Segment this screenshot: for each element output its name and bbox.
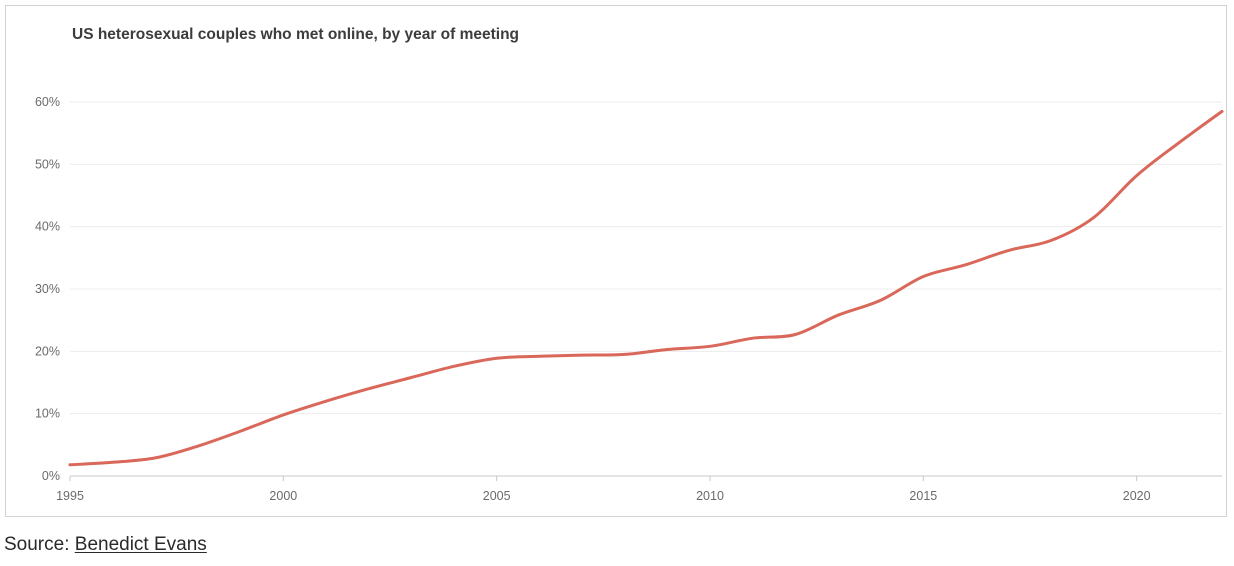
x-tick-label: 2005: [483, 489, 511, 503]
y-tick-label: 60%: [35, 95, 60, 109]
data-point-2001: [323, 398, 329, 404]
y-tick-label: 50%: [35, 157, 60, 171]
x-tick-label: 1995: [56, 489, 84, 503]
data-point-2004: [451, 363, 457, 369]
data-point-2006: [536, 353, 542, 359]
data-point-1998: [195, 443, 201, 449]
data-point-2009: [664, 347, 670, 353]
data-point-2005: [494, 355, 500, 361]
x-tick-label: 2000: [269, 489, 297, 503]
y-tick-label: 40%: [35, 220, 60, 234]
data-point-2019: [1091, 214, 1097, 220]
y-tick-label: 10%: [35, 407, 60, 421]
x-tick-label: 2015: [909, 489, 937, 503]
data-point-2010: [707, 343, 713, 349]
x-tick-label: 2010: [696, 489, 724, 503]
x-tick-label: 2020: [1123, 489, 1151, 503]
data-point-2013: [835, 312, 841, 318]
y-tick-label: 0%: [42, 469, 60, 483]
data-point-2008: [622, 351, 628, 357]
data-point-2011: [750, 335, 756, 341]
chart-title: US heterosexual couples who met online, …: [72, 26, 519, 43]
data-point-2020: [1134, 173, 1140, 179]
series-group: [67, 108, 1225, 468]
gridlines: [70, 101, 1222, 415]
x-axis-ticks: 1995 2000 2005 2010 2015 2020: [56, 476, 1151, 503]
data-point-2003: [408, 375, 414, 381]
y-tick-label: 20%: [35, 344, 60, 358]
chart-container: US heterosexual couples who met online, …: [5, 5, 1227, 517]
source-prefix: Source:: [4, 534, 75, 555]
data-point-2000: [280, 412, 286, 418]
series-line-0: [68, 109, 1224, 467]
data-point-2018: [1048, 237, 1054, 243]
y-tick-label: 30%: [35, 282, 60, 296]
source-caption: Source: Benedict Evans: [4, 534, 207, 556]
data-point-1997: [152, 455, 158, 461]
data-point-2022: [1219, 108, 1225, 114]
data-point-2017: [1006, 247, 1012, 253]
line-chart: US heterosexual couples who met online, …: [35, 26, 1225, 503]
source-link[interactable]: Benedict Evans: [74, 534, 207, 555]
data-point-2016: [963, 262, 969, 268]
data-point-2014: [878, 297, 884, 303]
data-point-2002: [366, 386, 372, 392]
data-point-1995: [67, 462, 73, 468]
data-point-2015: [920, 274, 926, 280]
data-point-2007: [579, 352, 585, 358]
data-point-2012: [792, 332, 798, 338]
data-point-2021: [1176, 140, 1182, 146]
data-point-1999: [238, 428, 244, 434]
data-point-1996: [110, 459, 116, 465]
y-axis-ticks: 0% 10% 20% 30% 40% 50% 60%: [35, 95, 60, 483]
